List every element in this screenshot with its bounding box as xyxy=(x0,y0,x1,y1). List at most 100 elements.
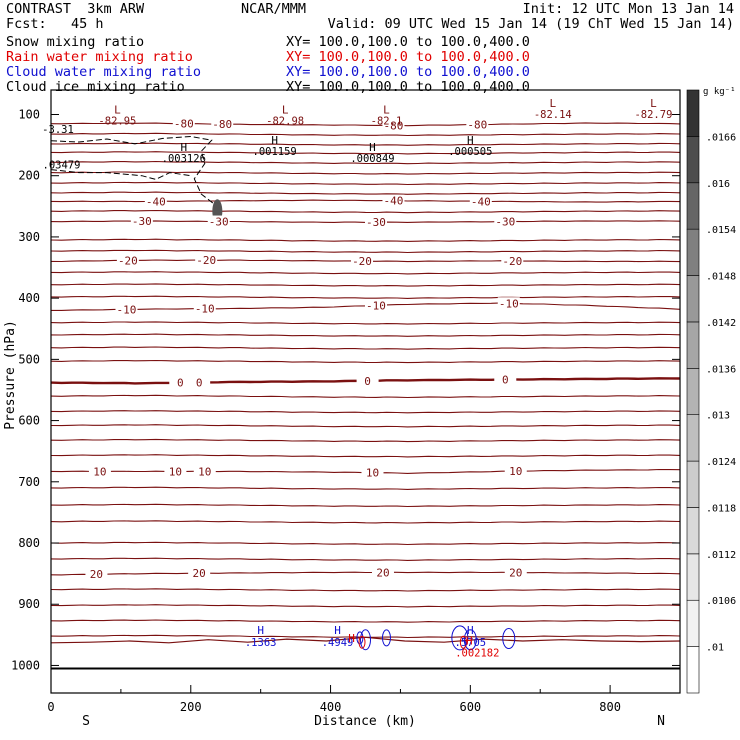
isotherm-line xyxy=(50,142,681,146)
extremum-value: -82.14 xyxy=(534,109,572,121)
isotherm-line xyxy=(50,503,681,508)
extremum-value: .000849 xyxy=(350,153,394,165)
isotherm-label: -30 xyxy=(132,215,152,228)
colorbar-level-label: .0136 xyxy=(706,364,736,375)
init-time: Init: 12 UTC Mon 13 Jan 14 xyxy=(522,1,734,17)
colorbar-bin xyxy=(686,182,700,230)
colorbar-level-label: .01 xyxy=(706,643,724,654)
cloud-water-max-marker: H xyxy=(467,624,474,637)
extremum-value: .000505 xyxy=(448,146,492,158)
forecast-hour: Fcst: 45 h xyxy=(6,16,104,32)
isotherm-label: 10 xyxy=(509,465,522,478)
colorbar-bin xyxy=(686,136,700,184)
cloud-water-contour xyxy=(463,629,477,651)
cloud-water-max-marker: H xyxy=(257,624,264,637)
colorbar: .01 .0106 .0112 .0118 .0124 .013 .0136 .0142 .01… xyxy=(686,89,736,694)
isotherm-label: 20 xyxy=(193,567,206,580)
isotherm-label-bg xyxy=(144,195,167,207)
isotherm-line xyxy=(50,171,681,175)
north-end-label: N xyxy=(657,714,665,729)
colorbar-level-label: .0142 xyxy=(706,318,736,329)
field-title-snow: Snow mixing ratio xyxy=(6,34,145,50)
isotherm-line xyxy=(50,588,681,592)
isotherm-line xyxy=(50,321,681,325)
extremum-value: -82.98 xyxy=(266,115,304,127)
y-tick-label: 600 xyxy=(18,414,40,428)
extremum-value: -3.31 xyxy=(42,124,74,136)
isotherm-label: 20 xyxy=(90,568,103,581)
isotherm-line xyxy=(50,333,681,337)
rain-contour xyxy=(358,635,366,649)
isotherm-label-bg xyxy=(466,118,489,130)
isotherm-label: -10 xyxy=(117,303,137,316)
isotherm-label: -30 xyxy=(495,216,515,229)
isotherm-line-20 xyxy=(50,571,681,576)
isotherm-label-bg xyxy=(188,376,211,388)
isotherm-label: -40 xyxy=(384,195,404,208)
cloud-water-max-value: .4949 xyxy=(322,637,354,649)
isotherm-label: 0 xyxy=(177,377,184,390)
isotherm-label-bg xyxy=(193,465,216,477)
header: CONTRAST 3km ARW NCAR/MMM Init: 12 UTC M… xyxy=(0,0,740,96)
isotherm-line xyxy=(50,394,681,399)
extremum-value: -82.79 xyxy=(634,109,672,121)
isotherm-line xyxy=(50,424,681,428)
isotherm-label: -80 xyxy=(174,118,194,131)
moisture-features xyxy=(50,135,681,670)
isotherm-label: -80 xyxy=(384,119,404,132)
isotherm-label-bg xyxy=(351,255,374,267)
isotherm-label-bg xyxy=(85,568,108,580)
isotherm-line xyxy=(50,283,681,287)
contour-labels: -80 -80 -80 -80 -40 -40 -40 -30 -30 -30 -30 -20 -20 -… xyxy=(42,97,672,659)
isotherm-label: -80 xyxy=(467,119,487,132)
axes: 0 200 400 600 800100200300400500600700800900… xyxy=(11,107,680,714)
isotherm-line--80 xyxy=(50,122,681,127)
isotherm-label-bg xyxy=(164,465,187,477)
cloud-water-contour xyxy=(381,629,391,647)
colorbar-bin xyxy=(686,275,700,323)
y-tick-label: 100 xyxy=(18,107,40,121)
isotherm-label-bg xyxy=(211,118,234,130)
isotherm-label-bg xyxy=(130,215,153,227)
isotherm-line xyxy=(50,410,681,414)
y-axis-label: Pressure (hPa) xyxy=(3,320,18,430)
isotherm-label: 20 xyxy=(376,566,389,579)
isotherm-line xyxy=(50,295,681,299)
y-tick-label: 900 xyxy=(18,597,40,611)
isotherm-label: -40 xyxy=(471,195,491,208)
isotherm-label-bg xyxy=(494,215,517,227)
isotherm-line xyxy=(50,160,681,165)
colorbar-level-label: .0106 xyxy=(706,596,736,607)
colorbar-bin xyxy=(686,460,700,508)
isotherm-label: 10 xyxy=(198,465,211,478)
x-axis-label: Distance (km) xyxy=(314,714,416,729)
isotherm-label-bg xyxy=(497,297,520,309)
y-tick-label: 1000 xyxy=(11,658,40,672)
extremum-marker: L xyxy=(282,103,289,116)
surface-boundary xyxy=(50,636,681,644)
cloud-water-contour xyxy=(451,625,469,651)
x-tick-label: 0 xyxy=(47,700,54,714)
isotherm-label-bg xyxy=(371,566,394,578)
colorbar-level-label: .016 xyxy=(706,179,730,190)
isotherm-label-bg xyxy=(356,374,379,386)
rain-max-value: .002182 xyxy=(455,647,499,659)
colorbar-bin xyxy=(686,553,700,601)
plot-frame xyxy=(50,89,681,694)
isotherm-label-bg xyxy=(172,117,195,129)
isotherm-label-bg xyxy=(195,254,218,266)
cloud-ice-contour xyxy=(50,135,220,208)
colorbar-level-label: .0124 xyxy=(706,457,736,468)
y-tick-label: 700 xyxy=(18,475,40,489)
isotherm-line xyxy=(50,359,681,364)
extremum-marker: L xyxy=(383,103,390,116)
isotherm-label-bg xyxy=(88,465,111,477)
colorbar-bin xyxy=(686,89,700,137)
isotherm-label-bg xyxy=(364,216,387,228)
isotherm-line xyxy=(50,604,681,608)
field-title-cloud-water: Cloud water mixing ratio xyxy=(6,64,202,80)
isotherm-label: 10 xyxy=(93,465,106,478)
isotherm-line xyxy=(50,541,681,546)
